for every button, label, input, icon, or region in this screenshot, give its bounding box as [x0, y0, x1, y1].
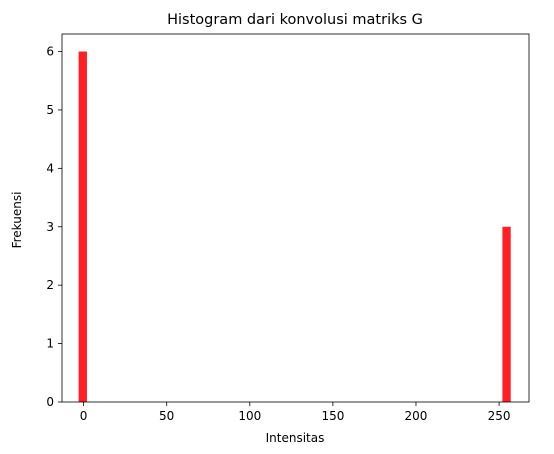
y-tick-label: 4 [46, 161, 54, 175]
x-tick-label: 50 [159, 409, 174, 423]
x-tick-label: 0 [80, 409, 88, 423]
y-tick-label: 1 [46, 337, 54, 351]
y-axis-label: Frekuensi [10, 192, 24, 249]
histogram-bar-1 [502, 226, 511, 402]
histogram-bar-0 [78, 51, 87, 403]
x-tick-label: 250 [488, 409, 511, 423]
x-tick-label: 150 [321, 409, 344, 423]
chart-title: Histogram dari konvolusi matriks G [167, 12, 423, 28]
x-tick-label: 100 [238, 409, 261, 423]
y-tick-label: 5 [46, 103, 54, 117]
x-axis-label: Intensitas [266, 431, 325, 445]
axes-layer: 0 50 100 150 200 250 0 1 2 3 4 5 6 [46, 33, 530, 423]
x-tick-label: 200 [405, 409, 428, 423]
y-tick-label: 3 [46, 220, 54, 234]
y-tick-label: 2 [46, 278, 54, 292]
bars-layer [78, 51, 511, 403]
y-tick-label: 0 [46, 395, 54, 409]
plot-frame [61, 33, 530, 403]
y-tick-label: 6 [46, 45, 54, 59]
